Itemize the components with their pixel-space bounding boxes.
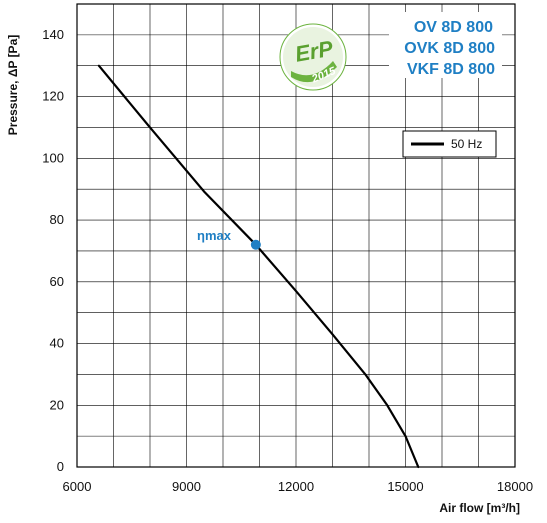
x-tick-label: 18000 [497,479,533,494]
y-axis-title: Pressure, ΔP [Pa] [6,35,20,135]
series-line-50hz [97,64,420,469]
eta-max-label: ηmax [197,228,232,243]
models-box [389,12,502,78]
x-tick-label: 12000 [278,479,314,494]
y-tick-label: 0 [57,459,64,474]
erp-2015-badge-icon: ErP 2015 [279,23,347,91]
x-axis-title: Air flow [m³/h] [439,501,520,515]
y-tick-label: 120 [42,89,64,104]
model-name-1: OV 8D 800 [414,19,493,36]
y-tick-label: 60 [50,274,64,289]
y-tick-label: 20 [50,397,64,412]
model-name-2: OVK 8D 800 [404,40,495,57]
grid [77,4,515,467]
y-tick-label: 100 [42,150,64,165]
legend-label: 50 Hz [451,137,482,151]
x-tick-label: 15000 [387,479,423,494]
plot-frame [76,3,516,468]
y-tick-labels: 0 20 40 60 80 100 120 140 [42,27,64,474]
eta-max-point [250,239,261,250]
model-name-3: VKF 8D 800 [407,61,495,78]
y-tick-label: 40 [50,336,64,351]
x-tick-label: 6000 [63,479,92,494]
x-tick-label: 9000 [172,479,201,494]
x-tick-labels: 6000 9000 12000 15000 18000 [63,479,534,494]
series-layer [97,64,420,469]
y-tick-label: 80 [50,212,64,227]
y-tick-label: 140 [42,27,64,42]
